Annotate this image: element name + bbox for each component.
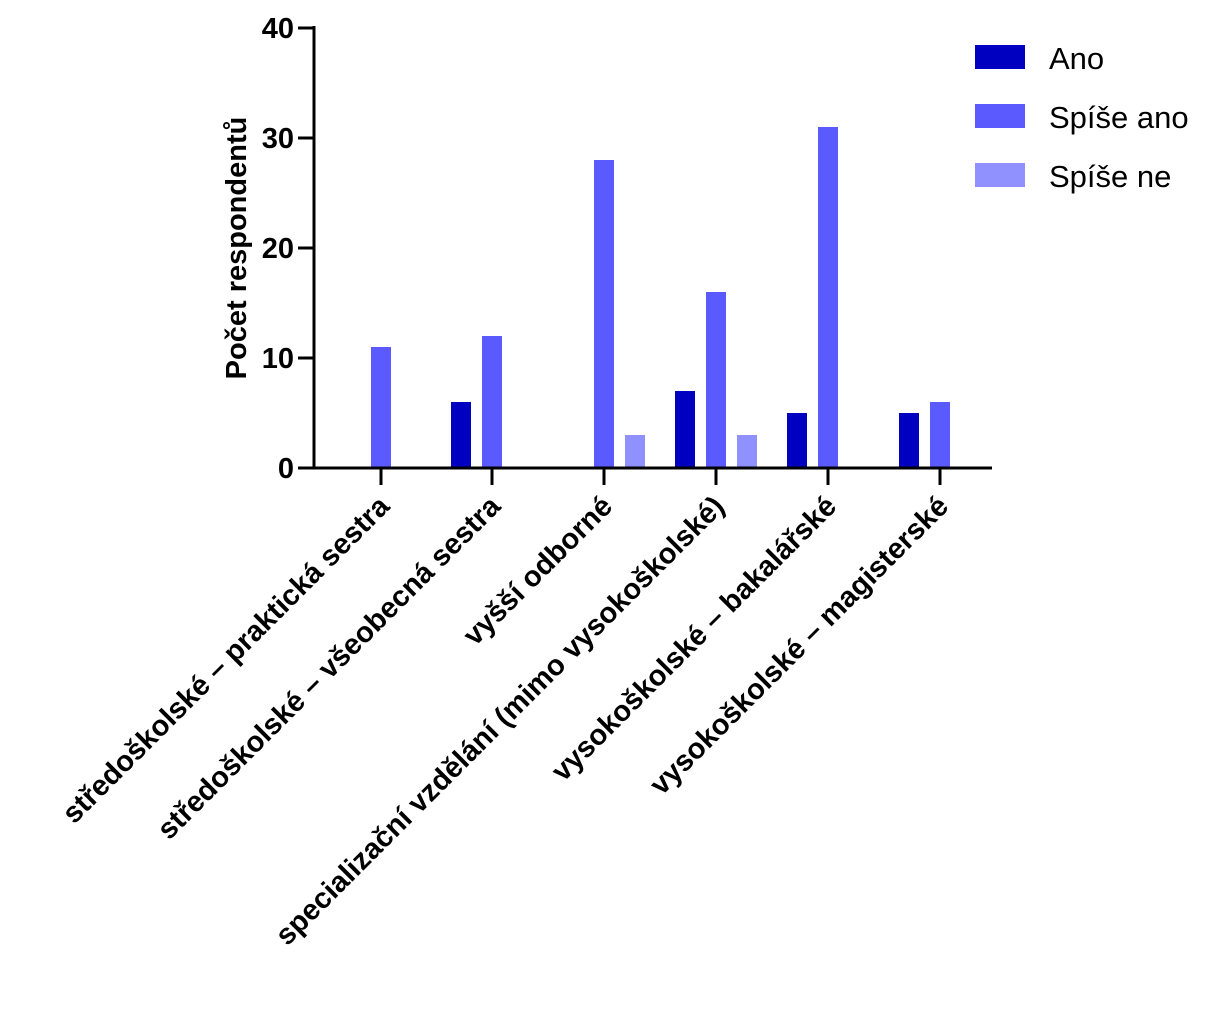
y-axis-title: Počet respondentů	[221, 117, 253, 380]
bar-1-5	[787, 413, 807, 468]
legend-label-3: Spíše ne	[1049, 159, 1171, 194]
legend-swatch-3	[975, 163, 1025, 187]
ticks-layer: 0 10 20 30 40	[262, 13, 942, 485]
bar-1-6	[899, 413, 919, 468]
legend-label-2: Spíše ano	[1049, 100, 1189, 135]
legend: Ano Spíše ano Spíše ne	[975, 41, 1189, 194]
legend-label-1: Ano	[1049, 41, 1104, 76]
legend-swatch-1	[975, 45, 1025, 69]
bar-2-2	[482, 336, 502, 468]
bar-3-3	[625, 435, 645, 468]
bar-1-2	[451, 402, 471, 468]
y-tick-label-30: 30	[262, 123, 294, 155]
bar-3-4	[737, 435, 757, 468]
y-tick-label-0: 0	[278, 453, 294, 485]
y-tick-label-20: 20	[262, 233, 294, 265]
y-tick-label-40: 40	[262, 13, 294, 45]
bar-2-6	[930, 402, 950, 468]
labels-layer: středoškolské – praktická sestrastředošk…	[56, 490, 955, 952]
bar-1-4	[675, 391, 695, 468]
bar-2-1	[371, 347, 391, 468]
bar-2-4	[706, 292, 726, 468]
y-tick-label-10: 10	[262, 343, 294, 375]
bar-2-3	[594, 160, 614, 468]
bar-2-5	[818, 127, 838, 468]
legend-swatch-2	[975, 104, 1025, 128]
axes-layer	[312, 26, 992, 470]
bars-layer	[371, 127, 950, 468]
